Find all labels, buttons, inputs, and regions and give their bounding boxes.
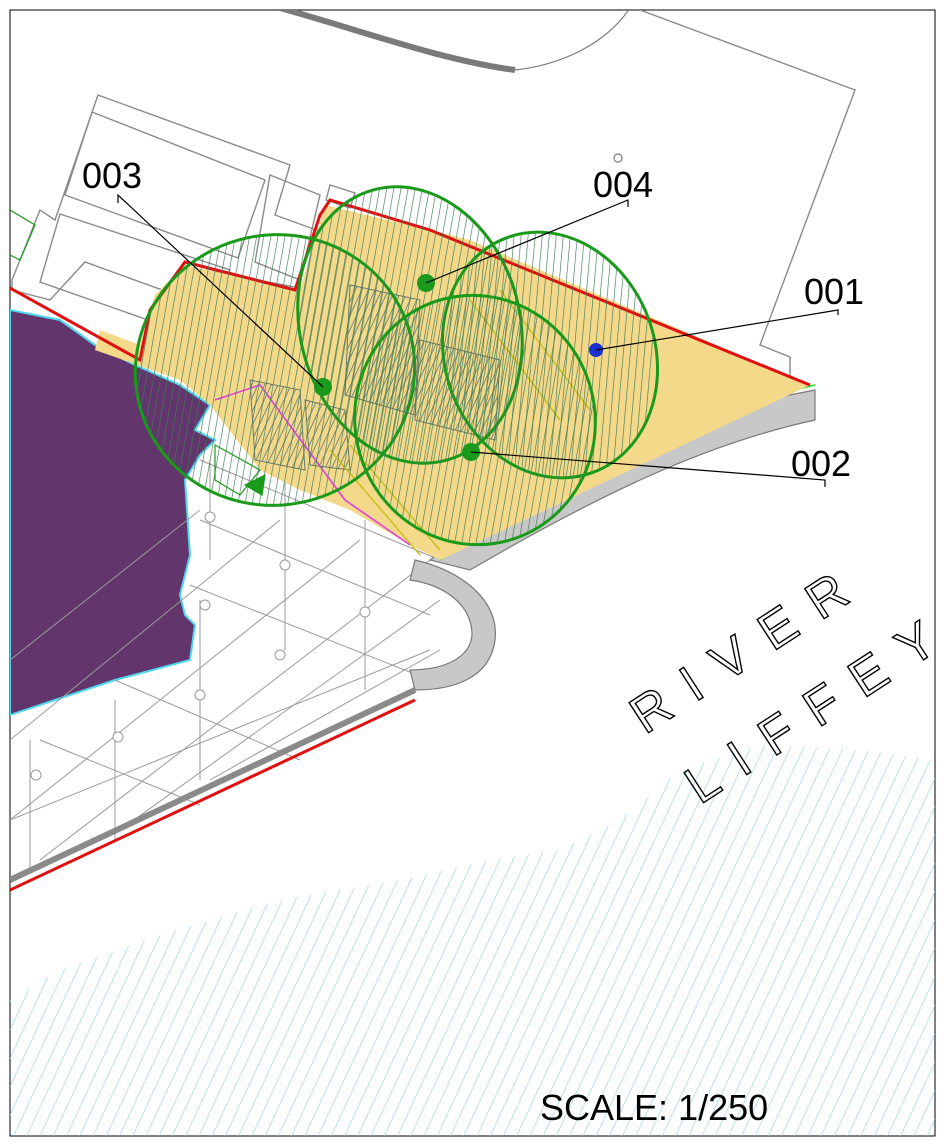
tree-label-003: 003	[82, 155, 142, 196]
quay-edge	[10, 687, 417, 883]
top-road-curve	[279, 10, 516, 73]
grey-walkway	[409, 559, 496, 691]
river-water-hatch	[10, 745, 935, 1136]
tree-canopies	[133, 185, 660, 547]
tree-label-001: 001	[804, 271, 864, 312]
scale-text: SCALE: 1/250	[540, 1087, 768, 1128]
property-outline-upper	[639, 10, 856, 378]
top-road-arc	[514, 10, 630, 71]
tree-canopy-002	[353, 293, 597, 547]
leader-lines	[117, 193, 839, 487]
quay-red-line	[10, 698, 416, 892]
tree-label-002: 002	[791, 443, 851, 484]
plaza-paving-grid	[10, 459, 441, 870]
tree-label-004: 004	[593, 164, 653, 205]
green-markers	[10, 209, 266, 496]
